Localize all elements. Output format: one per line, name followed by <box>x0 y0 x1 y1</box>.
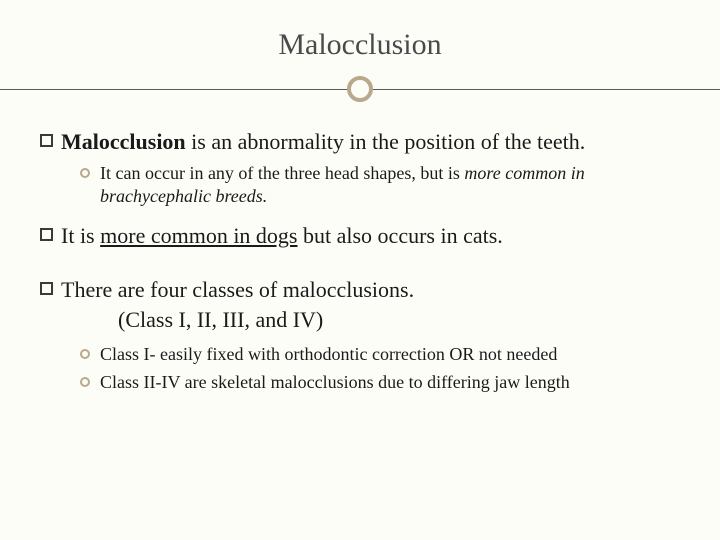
circle-ornament-icon <box>347 76 373 102</box>
text-part: but also occurs in cats. <box>298 223 503 248</box>
bullet-item: It is more common in dogs but also occur… <box>40 222 680 250</box>
slide: Malocclusion Malocclusion is an abnormal… <box>0 0 720 540</box>
text-rest: is an abnormality in the position of the… <box>186 129 586 154</box>
bullet-text: Malocclusion is an abnormality in the po… <box>61 128 585 156</box>
bullet-text: There are four classes of malocclusions. <box>61 276 414 304</box>
sub-bullet-item: Class II-IV are skeletal malocclusions d… <box>80 371 680 394</box>
bold-term: Malocclusion <box>61 129 186 154</box>
sub-bullet-text: Class II-IV are skeletal malocclusions d… <box>100 371 570 394</box>
text-part: It can occur in any of the three head sh… <box>100 163 464 183</box>
circle-bullet-icon <box>80 377 90 387</box>
square-bullet-icon <box>40 282 53 295</box>
sub-list: Class I- easily fixed with orthodontic c… <box>80 343 680 394</box>
sub-bullet-text: It can occur in any of the three head sh… <box>100 162 680 209</box>
bullet-item: There are four classes of malocclusions. <box>40 276 680 304</box>
sub-bullet-item: Class I- easily fixed with orthodontic c… <box>80 343 680 366</box>
circle-bullet-icon <box>80 168 90 178</box>
bullet-text: It is more common in dogs but also occur… <box>61 222 503 250</box>
square-bullet-icon <box>40 134 53 147</box>
underline-text: more common in dogs <box>100 223 297 248</box>
text-part: It is <box>61 223 100 248</box>
sub-bullet-text: Class I- easily fixed with orthodontic c… <box>100 343 557 366</box>
square-bullet-icon <box>40 228 53 241</box>
circle-bullet-icon <box>80 349 90 359</box>
sub-list: It can occur in any of the three head sh… <box>80 162 680 209</box>
spacer <box>40 254 680 276</box>
bullet-item: Malocclusion is an abnormality in the po… <box>40 128 680 156</box>
sub-bullet-item: It can occur in any of the three head sh… <box>80 162 680 209</box>
indented-text: (Class I, II, III, and IV) <box>118 307 680 333</box>
title-area: Malocclusion <box>40 28 680 104</box>
slide-title: Malocclusion <box>40 28 680 76</box>
content-area: Malocclusion is an abnormality in the po… <box>40 122 680 394</box>
title-divider <box>40 76 680 104</box>
